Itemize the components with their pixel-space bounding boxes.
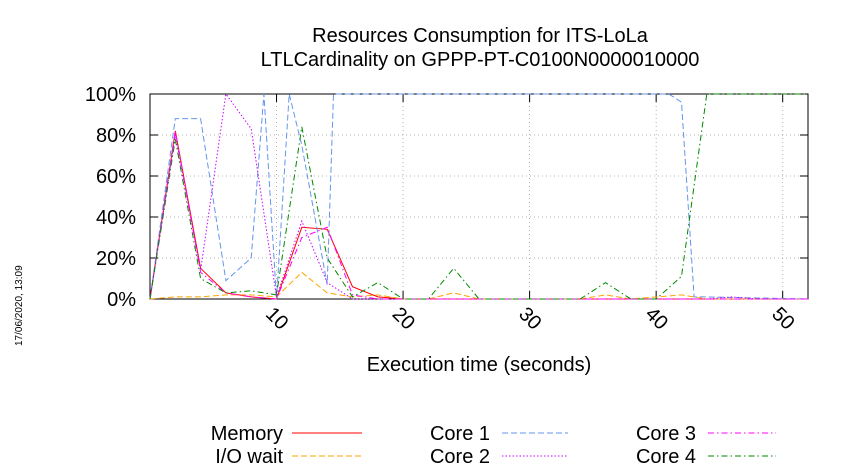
series-core-3-line [149,130,808,300]
x-tick-label: 20 [388,303,419,334]
y-axis-ticks: 0% 20% 40% 60% 80% 100% [85,84,808,311]
y-tick-label: 0% [107,289,136,311]
legend-label-i-o-wait: I/O wait [215,446,283,468]
x-tick-label: 50 [767,303,798,334]
series-i-o-wait-line [149,271,808,300]
series-lines [149,92,809,300]
series-core-1-line [149,93,809,300]
y-tick-label: 80% [96,125,136,147]
y-tick-label: 60% [96,166,136,188]
legend-label-core-1: Core 1 [430,423,490,445]
legend-label-core-3: Core 3 [636,423,696,445]
series-core-4-line [149,93,808,300]
x-tick-label: 10 [261,303,292,334]
legend-label-memory: Memory [211,423,283,445]
grid [150,93,808,300]
timestamp: 17/06/2020, 13:09 [14,265,25,346]
plot-frame [149,93,809,300]
x-tick-label: 40 [641,303,672,334]
series-core-2-line [149,92,808,300]
y-tick-label: 20% [96,248,136,270]
chart-title-line1: Resources Consumption for ITS-LoLa [312,25,649,47]
series-memory-line [149,130,808,300]
chart-title-line2: LTLCardinality on GPPP-PT-C0100N00000100… [261,49,700,71]
y-tick-label: 40% [96,207,136,229]
x-tick-label: 30 [514,303,545,334]
x-axis-label: Execution time (seconds) [367,354,592,376]
legend-label-core-4: Core 4 [636,446,696,468]
y-tick-label: 100% [85,84,136,106]
legend-label-core-2: Core 2 [430,446,490,468]
